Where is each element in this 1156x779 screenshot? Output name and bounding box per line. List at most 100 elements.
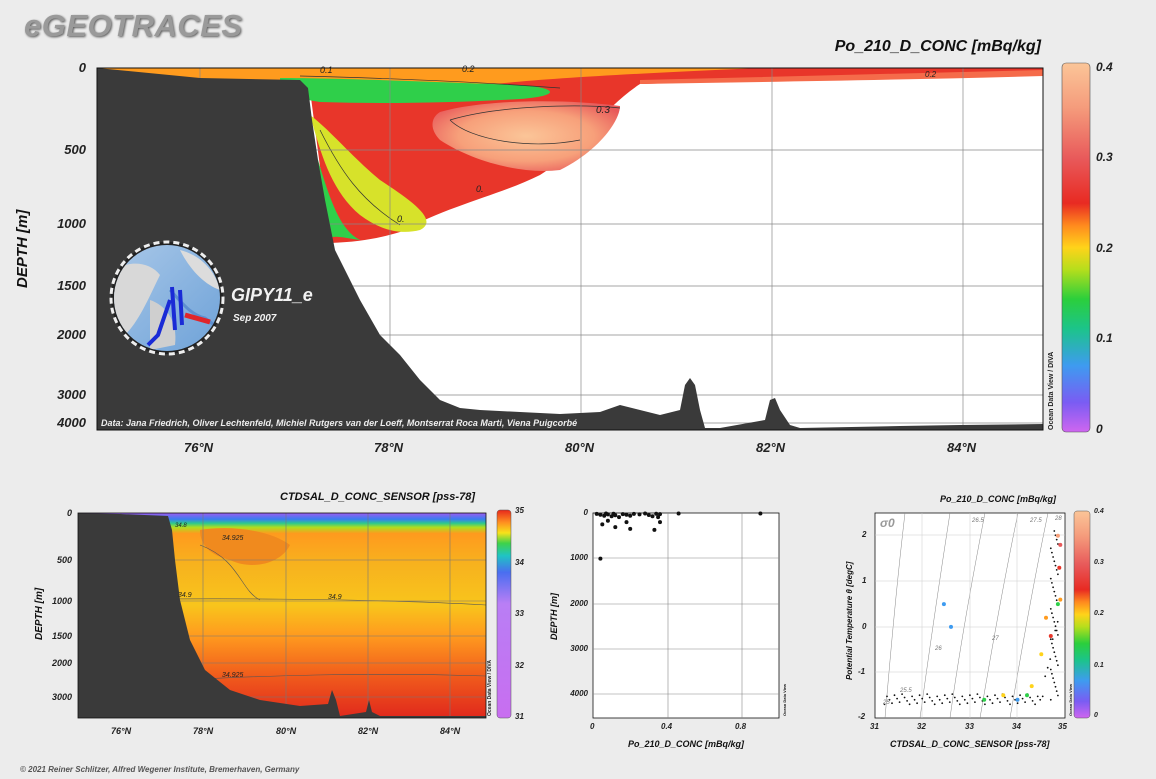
ts-data-point (1044, 615, 1048, 620)
profile-xtick-0.8: 0.8 (735, 722, 747, 731)
profile-data-point (650, 514, 655, 519)
sal-xtick-76: 76°N (111, 726, 132, 736)
ts-data-point (1057, 694, 1059, 697)
ts-data-point (1054, 629, 1057, 632)
contour-label-deep-b: 0. (397, 214, 405, 224)
ts-data-point (971, 697, 974, 700)
cruise-name: GIPY11_e (231, 285, 313, 305)
ts-cbar-tick-0: 0 (1094, 712, 1098, 719)
contour-label-deep-a: 0. (476, 184, 484, 194)
ts-data-point (1009, 703, 1011, 706)
profile-data-point (628, 526, 633, 531)
ts-data-point (989, 698, 991, 701)
ts-data-point (1057, 634, 1059, 636)
ts-data-point (916, 702, 918, 705)
ts-cbar-tick-0.4: 0.4 (1094, 508, 1104, 515)
cbar-tick-0.2: 0.2 (1096, 241, 1113, 255)
ts-data-point (1049, 698, 1052, 701)
ts-data-point (883, 703, 886, 706)
ts-y-label: Potential Temperature θ [degC] (845, 561, 854, 680)
ts-data-point (1014, 698, 1016, 701)
profile-data-point (646, 513, 651, 517)
ts-ytick-m1: -1 (858, 667, 866, 676)
profile-data-point (613, 513, 618, 518)
sal-ytick-1000: 1000 (51, 596, 72, 606)
profile-data-point (613, 525, 618, 530)
ts-data-point (1053, 621, 1056, 623)
main-ytick-1000: 1000 (57, 216, 86, 231)
main-colorbar (1061, 62, 1091, 433)
ts-data-point (1011, 695, 1014, 698)
sal-odv-tag: Ocean Data View / DIVA (487, 660, 493, 716)
ts-data-point (928, 696, 931, 699)
profile-data-point (617, 515, 621, 520)
ts-data-point (896, 697, 898, 700)
ts-data-point (1029, 684, 1034, 689)
ts-data-point (926, 693, 929, 695)
sal-contour-label-c: 34.9 (328, 594, 342, 601)
ts-data-point (1056, 620, 1059, 623)
profile-data-point (594, 511, 599, 516)
ts-data-point (1057, 573, 1059, 576)
sal-plot-frame (77, 512, 487, 719)
ts-data-point (1054, 685, 1057, 688)
ts-data-point (1034, 703, 1036, 706)
copyright-notice: © 2021 Reiner Schlitzer, Alfred Wegener … (20, 765, 300, 774)
ts-data-point (941, 602, 946, 607)
ts-data-point (1025, 693, 1029, 698)
ts-data-point (1055, 569, 1058, 571)
cruise-date: Sep 2007 (233, 313, 277, 324)
ts-data-point (1055, 602, 1060, 607)
ts-data-point (1052, 616, 1054, 619)
ts-data-point (1029, 696, 1031, 699)
sal-ytick-500: 500 (56, 555, 72, 565)
profile-ytick-4000: 4000 (570, 689, 588, 698)
ts-data-point (941, 702, 944, 705)
ts-data-point (1055, 538, 1058, 541)
ts-data-point (888, 698, 891, 701)
ts-data-point (949, 624, 953, 629)
ts-data-point (958, 703, 961, 706)
ts-data-point (1021, 697, 1024, 700)
ts-data-point (921, 697, 924, 700)
ts-data-point (1004, 696, 1006, 699)
ts-data-point (1049, 547, 1052, 550)
sal-xtick-84: 84°N (440, 726, 461, 736)
main-ytick-1500: 1500 (57, 278, 86, 293)
ts-data-point (898, 701, 901, 703)
ts-data-point (1051, 582, 1053, 584)
ts-sigma-28: 28 (1055, 516, 1062, 522)
ts-data-point (1039, 698, 1042, 701)
ts-data-point (1051, 638, 1054, 640)
ts-data-point (974, 701, 976, 703)
main-ytick-3000: 3000 (57, 387, 86, 402)
ts-ytick-0: 0 (862, 622, 867, 631)
ts-sigma-27.5: 27.5 (1030, 518, 1042, 524)
ts-xtick-32: 32 (917, 722, 926, 731)
ts-odv-tag: Ocean Data View (1068, 683, 1073, 716)
ts-data-point (1055, 533, 1060, 538)
ts-ytick-2: 2 (862, 530, 867, 539)
ts-data-point (1058, 597, 1063, 602)
profile-data-point (658, 512, 662, 517)
profile-data-point (628, 513, 633, 518)
profile-xtick-0: 0 (590, 722, 595, 731)
ts-data-point (1055, 629, 1058, 632)
ts-x-label: CTDSAL_D_CONC_SENSOR [pss-78] (890, 739, 1050, 749)
main-xtick-84: 84°N (947, 440, 977, 455)
ts-data-point (1053, 590, 1056, 593)
ts-sigma-27: 27 (992, 636, 999, 642)
ts-grid (875, 513, 1065, 718)
ts-data-point (1046, 666, 1049, 669)
ts-data-point (893, 694, 896, 697)
ts-cbar-tick-0.3: 0.3 (1094, 559, 1104, 566)
ts-data-point (931, 700, 934, 702)
po-field-red (97, 68, 1043, 243)
sal-ytick-3000: 3000 (51, 692, 72, 702)
ts-data-point (1036, 695, 1039, 698)
sal-contour-label-e: 34.8 (175, 523, 187, 529)
profile-odv-tag: Ocean Data View (782, 683, 787, 716)
profile-data-point (605, 518, 610, 523)
cbar-tick-0.3: 0.3 (1096, 150, 1113, 164)
ts-data-point (1051, 551, 1053, 554)
